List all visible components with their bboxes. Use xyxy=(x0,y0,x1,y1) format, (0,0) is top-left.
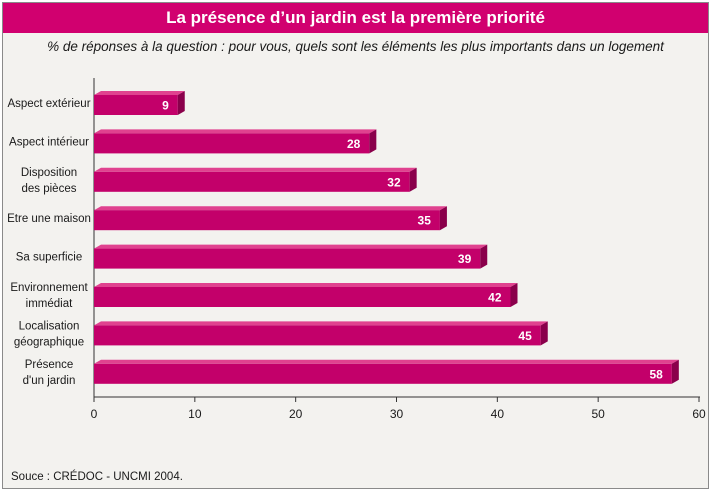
bar xyxy=(94,363,672,384)
category-label: Aspect intérieur xyxy=(9,136,89,148)
data-label: 45 xyxy=(518,329,532,343)
chart-subtitle: % de réponses à la question : pour vous,… xyxy=(47,39,664,54)
bar xyxy=(94,133,370,154)
bar-top-face xyxy=(94,283,518,287)
data-label: 9 xyxy=(162,99,169,113)
bar-side-face xyxy=(409,167,417,192)
bar-side-face xyxy=(540,321,548,346)
data-label: 58 xyxy=(649,367,663,381)
category-label: Etre une maison xyxy=(7,213,91,225)
bar xyxy=(94,171,410,192)
source-note: Souce : CRÉDOC - UNCMI 2004. xyxy=(11,471,183,483)
bar xyxy=(94,95,178,115)
bar-side-face xyxy=(369,129,377,154)
bar xyxy=(94,248,481,269)
bar xyxy=(94,287,511,307)
bar-side-face xyxy=(439,206,447,231)
data-label: 39 xyxy=(458,252,472,266)
category-label: Environnement immédiat xyxy=(10,282,88,310)
chart-frame: La présence d’un jardin est la première … xyxy=(2,2,709,489)
bar-side-face xyxy=(671,359,679,384)
data-label: 32 xyxy=(387,175,401,189)
bar xyxy=(94,325,541,346)
x-tick-label: 50 xyxy=(591,407,605,421)
category-label: Disposition des pièces xyxy=(21,167,77,195)
x-tick-label: 10 xyxy=(188,407,202,421)
category-label: Sa superficie xyxy=(16,252,82,264)
bar-top-face xyxy=(94,244,488,249)
bar-chart: 0 10 20 30 40 50 60 9 Aspect extérieur 28 Aspect i… xyxy=(7,78,706,421)
bar-top-face xyxy=(94,167,417,172)
bar-top-face xyxy=(94,129,377,134)
x-tick-label: 20 xyxy=(289,407,303,421)
x-tick-label: 0 xyxy=(91,407,98,421)
bar-side-face xyxy=(510,283,518,307)
chart-title: La présence d’un jardin est la première … xyxy=(3,3,708,33)
bar xyxy=(94,210,440,231)
bar-top-face xyxy=(94,206,447,211)
category-label: Localisation géographique xyxy=(14,320,84,348)
bar-top-face xyxy=(94,359,679,364)
category-label: Aspect extérieur xyxy=(7,98,90,110)
bar-side-face xyxy=(177,91,185,115)
x-tick-label: 60 xyxy=(692,407,706,421)
data-label: 35 xyxy=(418,214,432,228)
bar-side-face xyxy=(480,244,488,269)
bar-top-face xyxy=(94,321,548,326)
data-label: 42 xyxy=(488,291,502,305)
bar-top-face xyxy=(94,91,185,95)
x-tick-label: 30 xyxy=(390,407,404,421)
x-tick-label: 40 xyxy=(491,407,505,421)
category-label: Présence d'un jardin xyxy=(23,359,76,387)
data-label: 28 xyxy=(347,137,361,151)
